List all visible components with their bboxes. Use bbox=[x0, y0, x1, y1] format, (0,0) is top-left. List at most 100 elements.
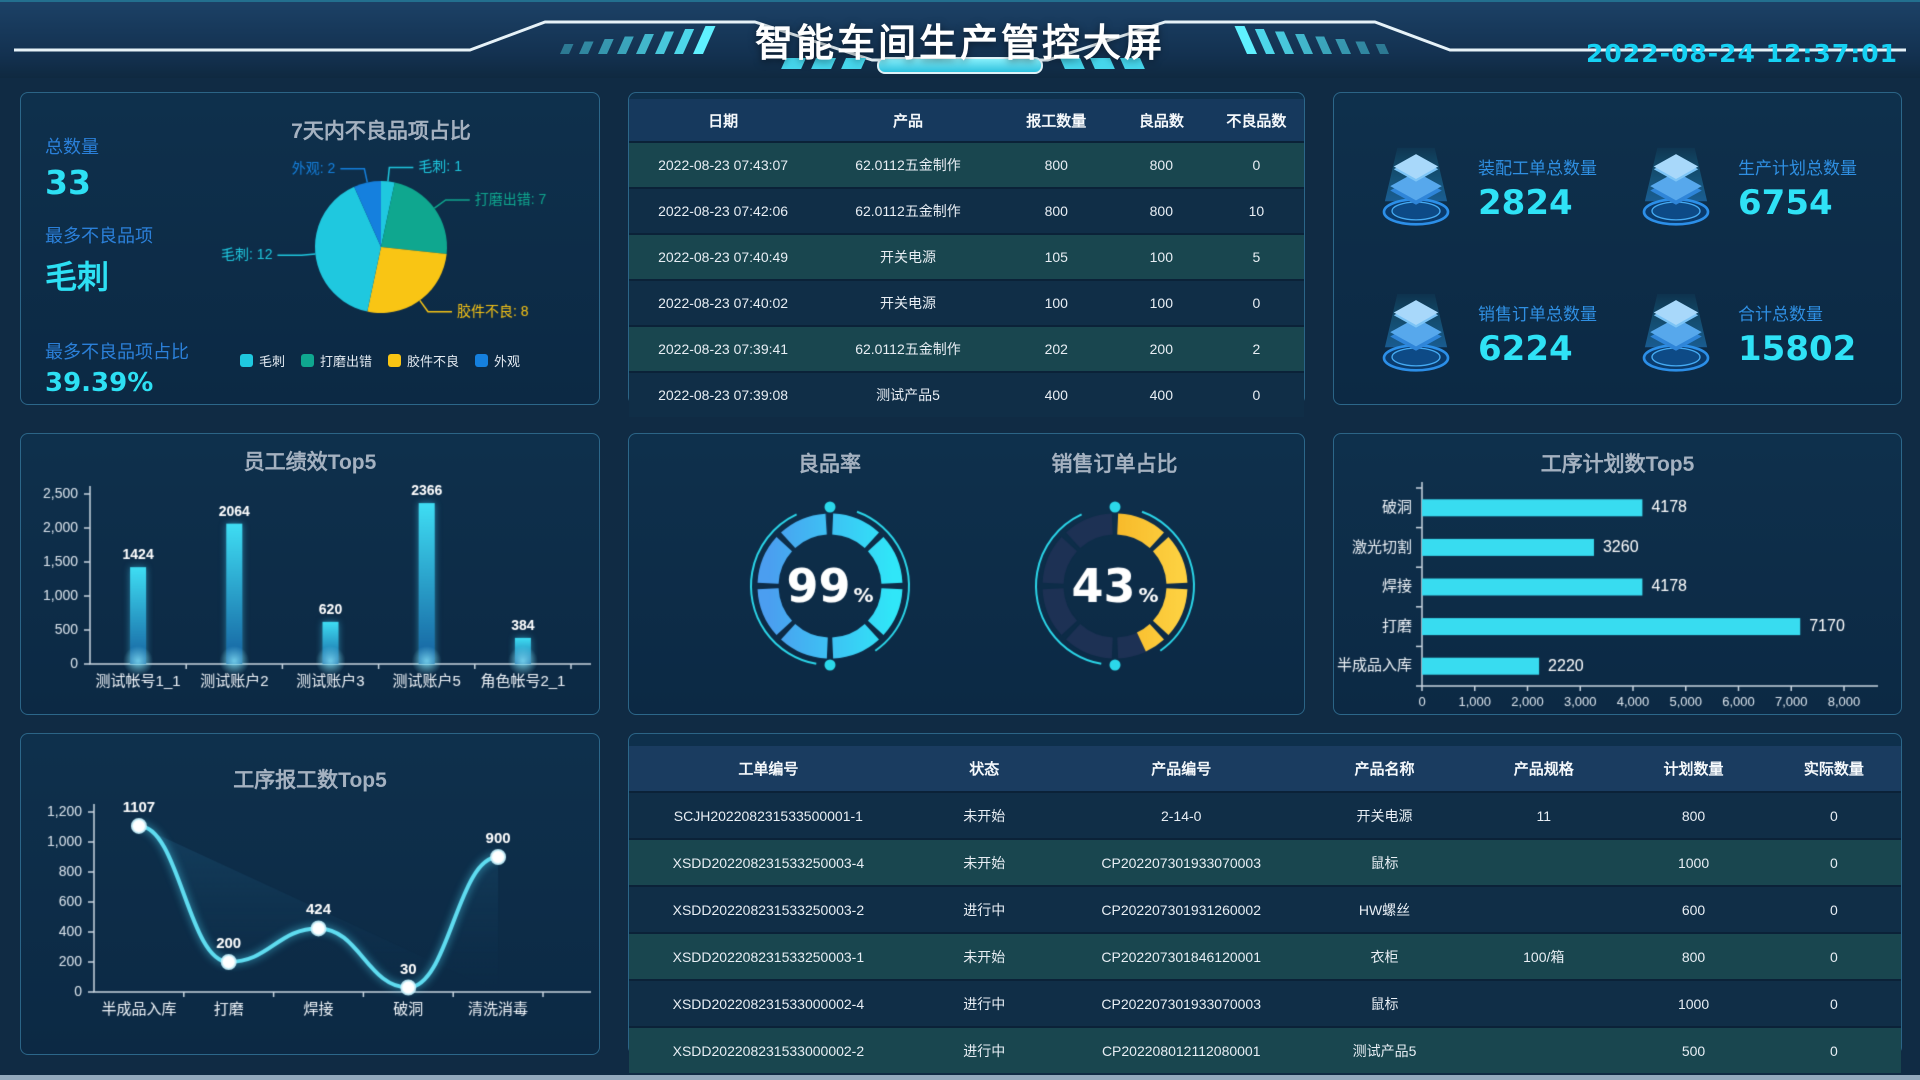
table-row: 2022-08-23 07:40:02 开关电源 100 100 0 bbox=[629, 280, 1304, 326]
table-cell: CP202208012112080001 bbox=[1101, 1042, 1261, 1059]
table-cell: 600 bbox=[1681, 901, 1706, 918]
table-cell: 2 bbox=[1252, 341, 1261, 357]
defect-stats: 总数量 33 最多不良品项 毛刺 最多不良品项占比 39.39% bbox=[45, 133, 200, 418]
table-row: XSDD202208231533000002-2 进行中 CP20220801211… bbox=[629, 1027, 1901, 1073]
table-cell bbox=[1467, 1027, 1620, 1073]
stat-card-sales-orders: 销售订单总数量 6224 bbox=[1376, 289, 1597, 377]
table-cell: 0 bbox=[1252, 387, 1261, 403]
legend-swatch-icon bbox=[239, 354, 253, 367]
sales-ratio-gauge bbox=[974, 482, 1255, 694]
table-cell: 2-14-0 bbox=[1160, 807, 1202, 824]
table-cell: 800 bbox=[1681, 948, 1706, 965]
table-cell: 800 bbox=[1044, 157, 1068, 173]
table-cell: 开关电源 bbox=[879, 249, 936, 265]
table-cell: XSDD202208231533250003-1 bbox=[672, 948, 865, 965]
table-cell: 100/箱 bbox=[1523, 948, 1565, 965]
table-cell: 鼠标 bbox=[1370, 995, 1399, 1012]
staff-performance-bar-chart bbox=[21, 476, 601, 714]
right-dashes-icon bbox=[1060, 58, 1145, 69]
legend-label: 胶件不良 bbox=[407, 354, 460, 369]
defect-pie-chart bbox=[161, 117, 591, 352]
table-cell: 800 bbox=[1149, 157, 1173, 173]
column-header: 状态 bbox=[907, 746, 1061, 792]
legend-swatch-icon bbox=[475, 354, 489, 367]
table-cell: 1000 bbox=[1677, 854, 1710, 871]
stat-value: 毛刺 bbox=[45, 258, 110, 296]
right-slashes-icon bbox=[1234, 26, 1389, 54]
table-cell: 100 bbox=[1149, 295, 1173, 311]
table-row: 2022-08-23 07:39:41 62.0112五金制作 202 200 2 bbox=[629, 326, 1304, 372]
defect-ratio-panel: 7天内不良品项占比 总数量 33 最多不良品项 毛刺 最多不良品项占比 39.3… bbox=[20, 92, 600, 405]
layers-pedestal-icon bbox=[1376, 143, 1456, 231]
chart-title: 工序计划数Top5 bbox=[1540, 453, 1695, 476]
good-rate-gauge bbox=[689, 482, 970, 694]
table-cell: 105 bbox=[1044, 249, 1068, 265]
column-header: 报工数量 bbox=[998, 99, 1114, 142]
table-cell: 11 bbox=[1536, 807, 1552, 824]
table-cell: 1000 bbox=[1677, 995, 1710, 1012]
table-cell: 测试产品5 bbox=[1352, 1042, 1417, 1059]
table-cell: 0 bbox=[1830, 901, 1838, 918]
column-header: 产品规格 bbox=[1467, 746, 1621, 792]
table-cell bbox=[1467, 886, 1620, 933]
table-cell: 2022-08-23 07:39:41 bbox=[658, 341, 789, 357]
stat-card-label: 合计总数量 bbox=[1738, 305, 1823, 324]
stat-card-label: 销售订单总数量 bbox=[1478, 305, 1597, 324]
table-cell: CP202207301933070003 bbox=[1101, 854, 1262, 871]
clock: 2022-08-24 12:37:01 bbox=[1586, 39, 1898, 68]
bottom-edge bbox=[0, 1075, 1920, 1080]
table-cell: 0 bbox=[1830, 807, 1838, 824]
table-cell: 鼠标 bbox=[1370, 854, 1399, 871]
legend-label: 外观 bbox=[494, 354, 521, 369]
good-rate-gauge-block: 良品率 bbox=[687, 434, 972, 694]
table-cell: HW螺丝 bbox=[1358, 901, 1411, 918]
table-cell: 2022-08-23 07:42:06 bbox=[658, 203, 789, 219]
table-cell bbox=[1467, 980, 1620, 1027]
table-cell: 进行中 bbox=[963, 901, 1006, 918]
table-row: XSDD202208231533000002-4 进行中 CP20220730193… bbox=[629, 980, 1901, 1027]
table-cell: XSDD202208231533250003-2 bbox=[672, 901, 865, 918]
table-cell: 400 bbox=[1044, 387, 1068, 403]
table-cell: 0 bbox=[1830, 948, 1838, 965]
table-cell: 200 bbox=[1149, 341, 1173, 357]
process-plan-bar-chart bbox=[1334, 476, 1903, 714]
table-cell: 202 bbox=[1044, 341, 1068, 357]
column-header: 产品名称 bbox=[1301, 746, 1468, 792]
gauge-title: 良品率 bbox=[798, 453, 861, 476]
stat-card-assembly-orders: 装配工单总数量 2824 bbox=[1376, 143, 1597, 231]
column-header: 产品编号 bbox=[1060, 746, 1302, 792]
gauges-panel: 良品率 销售订单占比 bbox=[628, 433, 1305, 715]
table-cell: 62.0112五金制作 bbox=[855, 157, 961, 173]
table-cell: 未开始 bbox=[963, 807, 1006, 824]
stat-card-grand-total: 合计总数量 15802 bbox=[1636, 289, 1856, 377]
table-cell: 5 bbox=[1252, 249, 1261, 265]
table-cell: 100 bbox=[1044, 295, 1068, 311]
process-report-panel: 工序报工数Top5 bbox=[20, 733, 601, 1055]
column-header: 工单编号 bbox=[629, 746, 908, 792]
table-cell: 800 bbox=[1149, 203, 1173, 219]
stat-card-value: 15802 bbox=[1738, 329, 1857, 369]
table-cell: 0 bbox=[1252, 295, 1261, 311]
table-cell: CP202207301933070003 bbox=[1101, 995, 1262, 1012]
table-cell: 0 bbox=[1830, 1042, 1838, 1059]
legend-item: 胶件不良 bbox=[388, 351, 459, 370]
stat-value: 33 bbox=[45, 163, 91, 202]
totals-panel: 装配工单总数量 2824 生产计划总数量 6754 销售订单总数量 6224 合… bbox=[1333, 92, 1902, 405]
stat-label: 总数量 bbox=[45, 137, 99, 157]
stat-card-production-plans: 生产计划总数量 6754 bbox=[1636, 143, 1857, 231]
chart-title: 员工绩效Top5 bbox=[243, 451, 377, 474]
header-decoration bbox=[14, 20, 1906, 74]
table-cell: 62.0112五金制作 bbox=[855, 341, 961, 357]
table-cell: 测试产品5 bbox=[876, 387, 940, 403]
pie-legend: 毛刺 打磨出错 胶件不良 外观 bbox=[171, 351, 589, 370]
production-report-panel: 日期 产品 报工数量 良品数 不良品数 2022-08-23 07:43:07 62.01… bbox=[628, 92, 1305, 417]
table-cell: SCJH202208231533500001-1 bbox=[673, 807, 863, 824]
table-row: 2022-08-23 07:42:06 62.0112五金制作 800 800 10 bbox=[629, 188, 1304, 234]
column-header: 良品数 bbox=[1113, 99, 1209, 142]
stat-label: 最多不良品项占比 bbox=[45, 342, 189, 362]
table-cell: 0 bbox=[1252, 157, 1261, 173]
table-header-row: 日期 产品 报工数量 良品数 不良品数 bbox=[629, 99, 1304, 142]
stat-card-label: 装配工单总数量 bbox=[1478, 159, 1597, 178]
table-cell: 开关电源 bbox=[879, 295, 936, 311]
